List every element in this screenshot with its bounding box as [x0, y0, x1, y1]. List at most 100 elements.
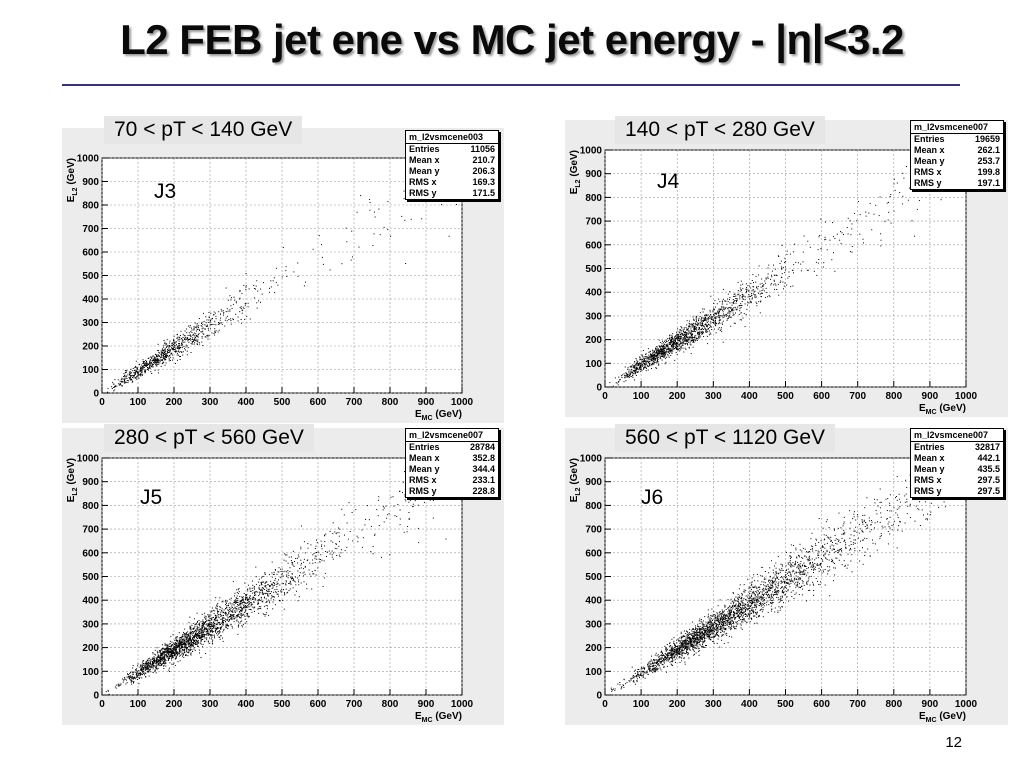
- scatter-point: [145, 666, 147, 668]
- scatter-point: [142, 665, 143, 667]
- scatter-point: [628, 369, 630, 371]
- scatter-point: [277, 571, 279, 573]
- scatter-point: [723, 313, 725, 315]
- scatter-point: [198, 626, 200, 628]
- scatter-point: [625, 373, 627, 375]
- scatter-point: [298, 556, 300, 558]
- scatter-point: [157, 658, 158, 660]
- scatter-point: [678, 349, 680, 351]
- scatter-point: [635, 370, 637, 372]
- scatter-point: [107, 689, 109, 691]
- scatter-point: [679, 329, 681, 331]
- scatter-point: [293, 578, 294, 580]
- scatter-point: [260, 288, 262, 290]
- scatter-point: [270, 286, 272, 288]
- scatter-point: [277, 590, 279, 592]
- scatter-point: [206, 620, 208, 622]
- scatter-point: [702, 324, 703, 326]
- scatter-point: [258, 612, 260, 614]
- scatter-point: [191, 327, 192, 329]
- scatter-point: [208, 620, 210, 622]
- scatter-point: [669, 352, 670, 354]
- scatter-point: [701, 325, 702, 327]
- scatter-point: [202, 634, 204, 636]
- scatter-point: [171, 347, 173, 349]
- scatter-point: [116, 385, 118, 387]
- scatter-point: [303, 561, 305, 563]
- scatter-point: [124, 382, 126, 384]
- scatter-point: [286, 574, 288, 576]
- scatter-point: [744, 296, 746, 298]
- scatter-point: [142, 660, 144, 662]
- scatter-point: [184, 651, 186, 653]
- scatter-point: [737, 281, 739, 283]
- scatter-point: [201, 632, 203, 634]
- scatter-point: [128, 380, 129, 382]
- scatter-point: [197, 634, 199, 635]
- scatter-point: [209, 625, 211, 627]
- scatter-point: [121, 380, 123, 382]
- scatter-point: [152, 668, 154, 670]
- scatter-point: [790, 286, 792, 288]
- scatter-point: [668, 351, 670, 353]
- scatter-point: [251, 603, 253, 605]
- scatter-point: [250, 590, 252, 592]
- scatter-point: [679, 332, 681, 334]
- scatter-point: [673, 342, 675, 344]
- scatter-point: [218, 322, 220, 323]
- scatter-point: [264, 585, 266, 587]
- scatter-point: [168, 667, 170, 669]
- scatter-point: [218, 611, 220, 612]
- scatter-point: [721, 306, 723, 308]
- scatter-point: [126, 682, 128, 684]
- scatter-point: [251, 611, 253, 613]
- scatter-point: [203, 624, 204, 626]
- scatter-point: [377, 515, 379, 517]
- x-tick-label: 300: [705, 391, 722, 402]
- scatter-point: [202, 345, 204, 346]
- scatter-point: [199, 628, 201, 630]
- scatter-point: [230, 318, 232, 320]
- scatter-point: [229, 616, 231, 617]
- scatter-point: [215, 620, 217, 622]
- scatter-point: [712, 318, 714, 320]
- scatter-point: [242, 306, 244, 308]
- scatter-point: [671, 340, 673, 342]
- scatter-point: [663, 356, 665, 358]
- scatter-point: [183, 631, 184, 633]
- scatter-point: [175, 645, 177, 647]
- scatter-point: [893, 210, 895, 212]
- scatter-point: [369, 209, 371, 211]
- scatter-point: [137, 671, 138, 673]
- y-tick-label: 0: [93, 389, 99, 400]
- scatter-point: [160, 359, 162, 361]
- scatter-point: [225, 614, 227, 616]
- scatter-point: [228, 620, 230, 622]
- scatter-points: [107, 160, 459, 393]
- scatter-point: [237, 633, 239, 635]
- scatter-point: [176, 333, 178, 335]
- scatter-point: [281, 276, 283, 278]
- scatter-point: [249, 602, 251, 604]
- scatter-point: [273, 596, 275, 598]
- scatter-point: [246, 602, 248, 604]
- scatter-point: [681, 333, 683, 335]
- scatter-point: [715, 322, 717, 324]
- scatter-point: [202, 623, 204, 625]
- scatter-point: [318, 235, 320, 237]
- scatter-point: [314, 548, 316, 549]
- scatter-point: [134, 367, 136, 369]
- scatter-point: [660, 358, 662, 360]
- y-tick-label: 100: [585, 359, 602, 370]
- scatter-point: [227, 618, 229, 620]
- scatter-point: [201, 341, 203, 343]
- scatter-point: [304, 565, 306, 567]
- scatter-point: [666, 344, 667, 346]
- scatter-point: [175, 639, 177, 641]
- scatter-point: [338, 545, 340, 547]
- scatter-point: [243, 598, 245, 600]
- scatter-point: [218, 329, 220, 331]
- scatter-point: [248, 598, 250, 600]
- scatter-point: [176, 637, 178, 639]
- scatter-point: [128, 674, 130, 676]
